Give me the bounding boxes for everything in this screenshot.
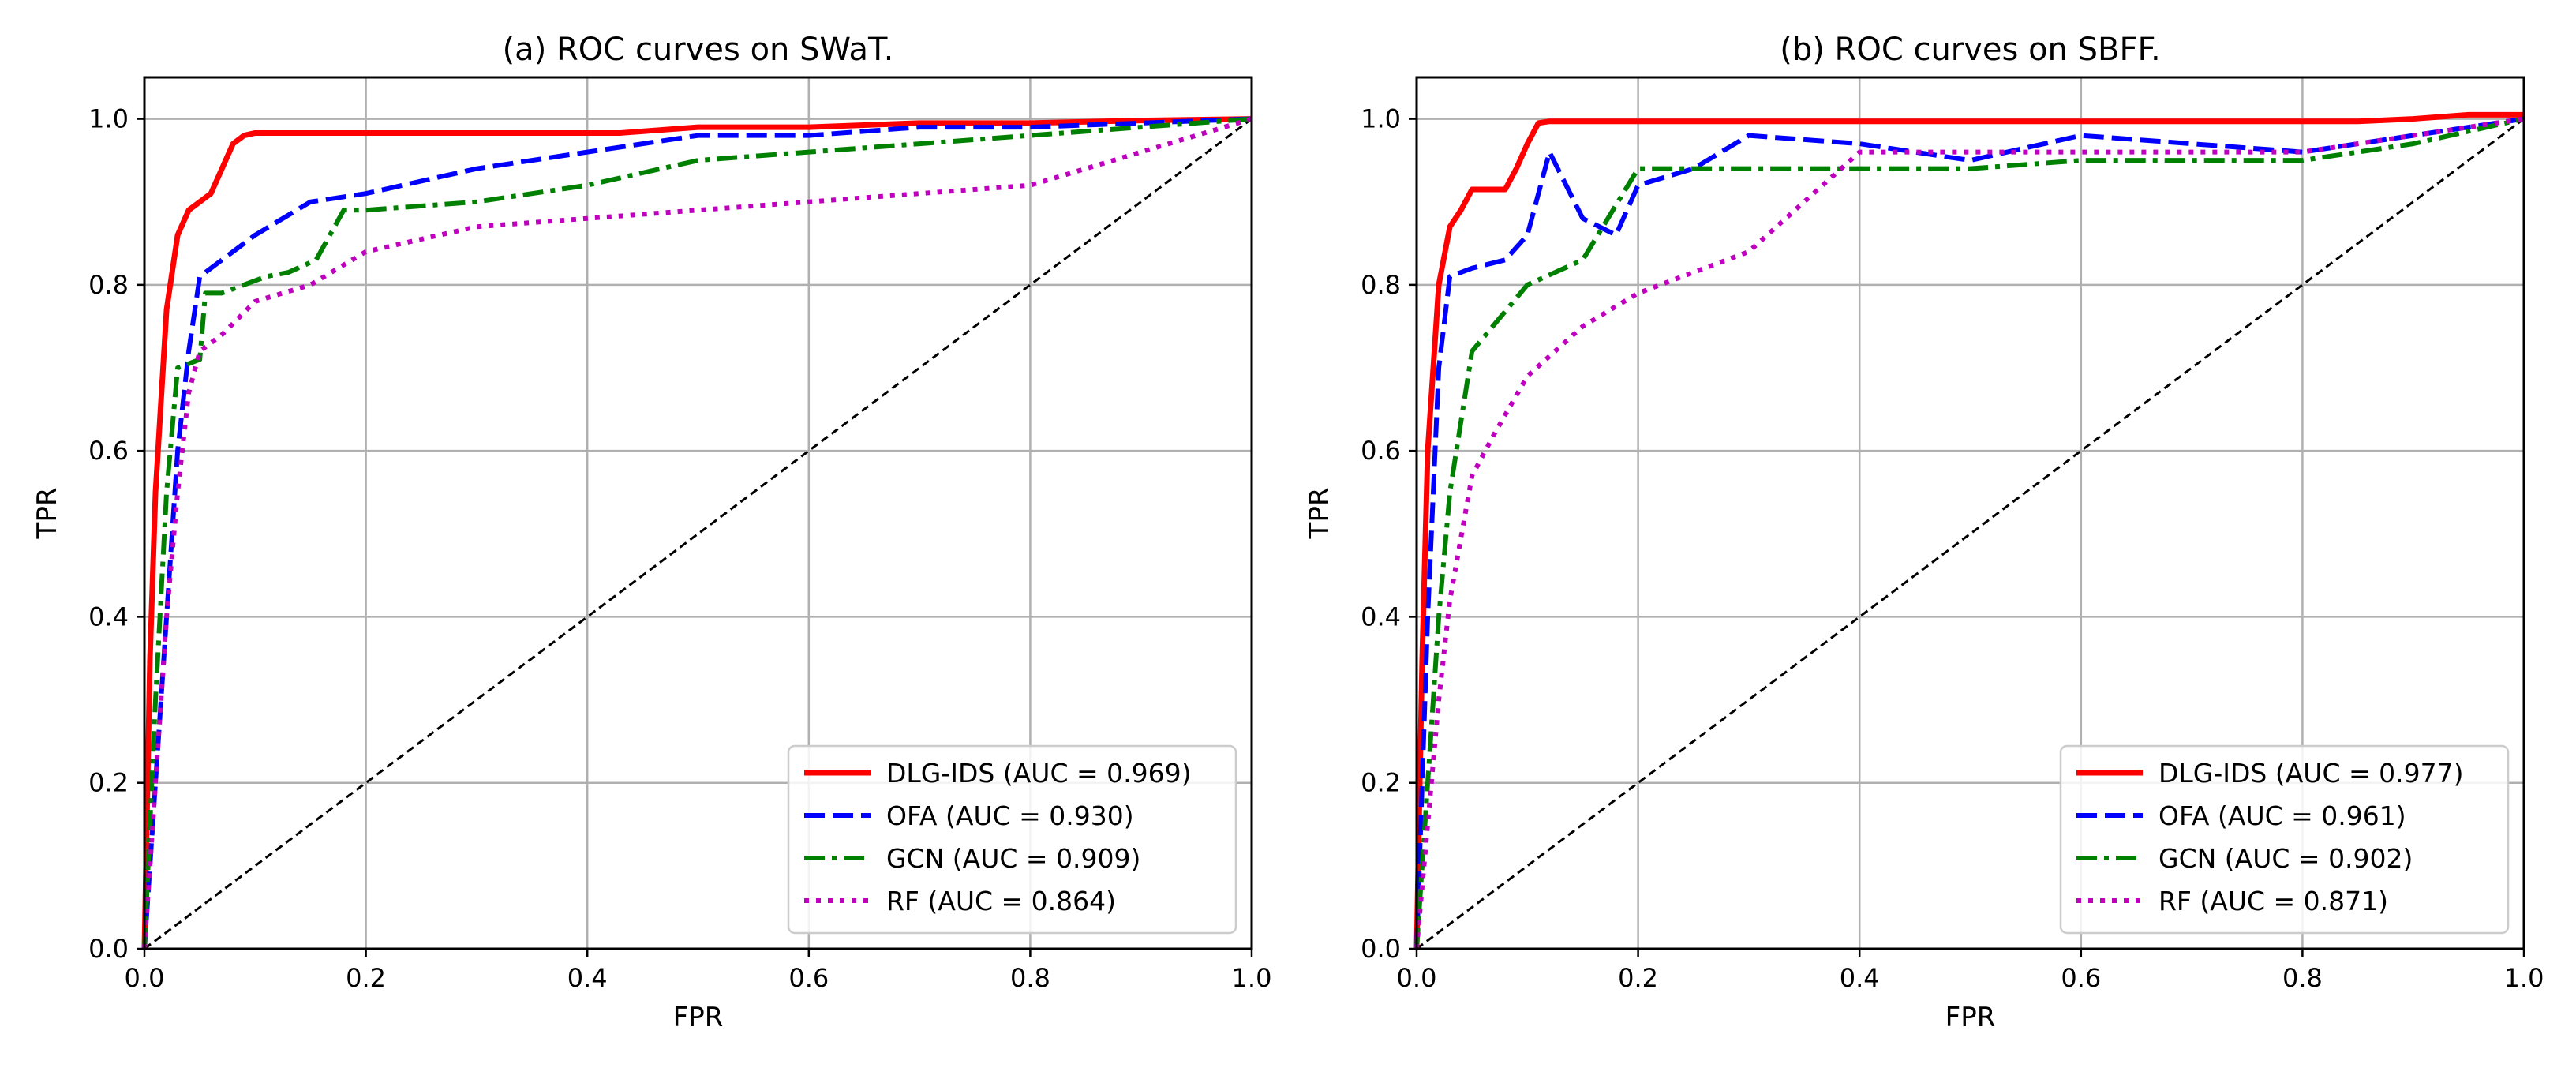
legend-box — [787, 744, 1237, 935]
legend-entry-label: DLG-IDS (AUC = 0.977) — [2159, 758, 2463, 789]
roc-curve-series-1 — [1414, 116, 2525, 950]
plot-frame — [1415, 76, 2525, 950]
diagonal-layer — [1416, 118, 2525, 950]
legend-entry-label: DLG-IDS (AUC = 0.969) — [886, 758, 1191, 789]
y-tick-label: 0.6 — [88, 436, 129, 466]
x-tick-label: 0.8 — [1010, 963, 1050, 993]
y-tick-label: 1.0 — [1361, 104, 1401, 134]
x-tick-label: 0.6 — [2061, 963, 2101, 993]
x-tick-label: 0.8 — [2282, 963, 2323, 993]
ticks-layer: 0.0 0.2 0.4 0.6 0.8 1.0 0.0 0.2 0.4 0.6 0.8 1.0 — [1361, 104, 2544, 993]
chance-diagonal-line — [144, 118, 1252, 950]
x-tick-label: 0.0 — [1397, 963, 1437, 993]
chart-title: (a) ROC curves on SWaT. — [503, 32, 894, 68]
legend: DLG-IDS (AUC = 0.977) OFA (AUC = 0.961) GC… — [2059, 744, 2510, 935]
y-tick-label: 0.2 — [88, 768, 129, 798]
ticks-layer: 0.0 0.2 0.4 0.6 0.8 1.0 0.0 0.2 0.4 0.6 0.8 1.0 — [88, 104, 1271, 993]
legend-entry-label: GCN (AUC = 0.902) — [2159, 843, 2413, 874]
y-tick-label: 0.4 — [1361, 601, 1401, 631]
series-layer — [1413, 111, 2525, 950]
y-tick-label: 0.0 — [88, 934, 129, 964]
roc-curve-series-3 — [142, 116, 1252, 950]
roc-curve-series-2 — [142, 116, 1252, 950]
y-tick-label: 0.6 — [1361, 436, 1401, 466]
panel-swat: 0.0 0.2 0.4 0.6 0.8 1.0 0.0 0.2 0.4 0.6 0.8 1.0 (a)… — [32, 32, 1271, 1033]
x-tick-label: 0.4 — [567, 963, 608, 993]
y-tick-label: 0.8 — [88, 270, 129, 300]
legend-entry-label: RF (AUC = 0.871) — [2159, 886, 2388, 916]
series-layer — [141, 116, 1252, 950]
roc-curve-series-0 — [141, 116, 1252, 950]
chart-title: (b) ROC curves on SBFF. — [1780, 32, 2161, 68]
diagonal-layer — [144, 118, 1252, 950]
legend-entry-label: RF (AUC = 0.864) — [886, 886, 1116, 916]
plot-frame — [143, 76, 1253, 950]
x-tick-label: 0.0 — [125, 963, 165, 993]
y-tick-label: 0.4 — [88, 601, 129, 631]
y-tick-label: 0.8 — [1361, 270, 1401, 300]
x-tick-label: 1.0 — [2504, 963, 2544, 993]
roc-curve-series-2 — [1414, 116, 2525, 950]
x-axis-label: FPR — [1945, 1002, 1996, 1033]
roc-curve-series-0 — [1413, 111, 2524, 950]
chance-diagonal-line — [1416, 118, 2525, 950]
x-tick-label: 0.6 — [788, 963, 829, 993]
y-axis-label: TPR — [32, 488, 63, 540]
x-tick-label: 0.2 — [1618, 963, 1658, 993]
y-tick-label: 0.2 — [1361, 768, 1401, 798]
grid-lines — [143, 77, 1253, 950]
legend: DLG-IDS (AUC = 0.969) OFA (AUC = 0.930) GC… — [787, 744, 1237, 935]
x-tick-label: 1.0 — [1232, 963, 1272, 993]
x-tick-label: 0.2 — [346, 963, 386, 993]
x-tick-label: 0.4 — [1840, 963, 1880, 993]
legend-entry-label: OFA (AUC = 0.961) — [2159, 800, 2406, 831]
panel-sbff: 0.0 0.2 0.4 0.6 0.8 1.0 0.0 0.2 0.4 0.6 0.8 1.0 (b)… — [1304, 32, 2544, 1033]
roc-curve-series-3 — [1414, 116, 2525, 950]
y-tick-label: 1.0 — [88, 104, 129, 134]
legend-box — [2059, 744, 2510, 935]
x-axis-label: FPR — [673, 1002, 724, 1033]
legend-entry-label: GCN (AUC = 0.909) — [886, 843, 1140, 874]
y-axis-label: TPR — [1304, 488, 1335, 540]
legend-entry-label: OFA (AUC = 0.930) — [886, 800, 1134, 831]
y-tick-label: 0.0 — [1361, 934, 1401, 964]
roc-curve-series-1 — [142, 116, 1252, 950]
